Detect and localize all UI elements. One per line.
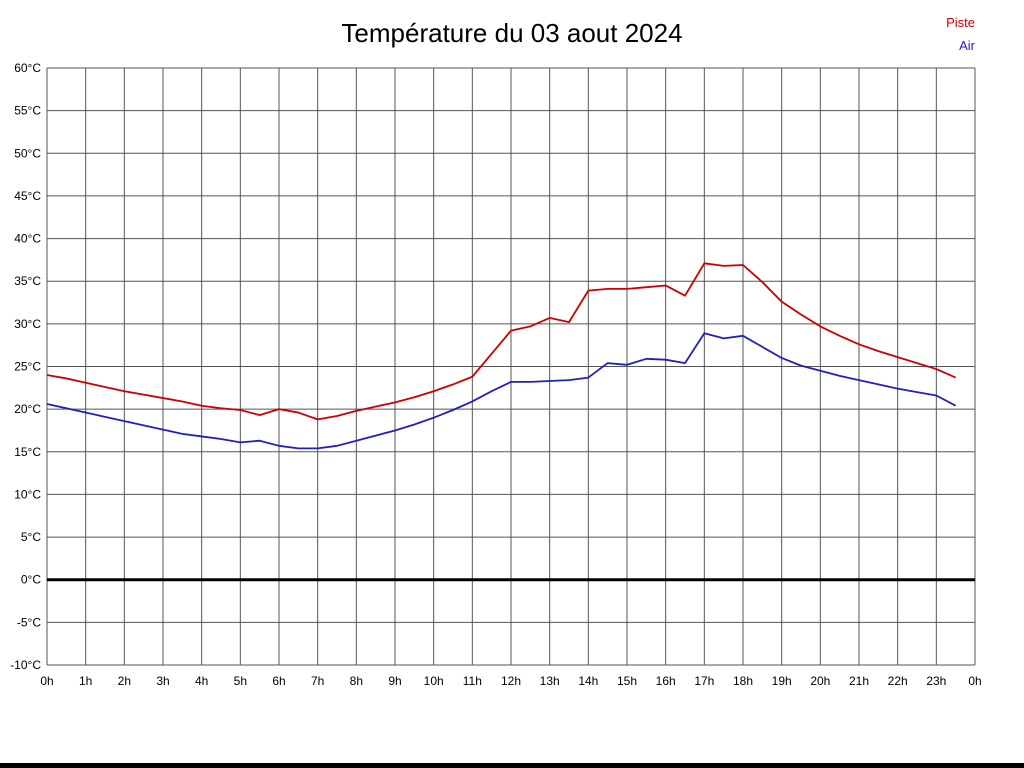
x-axis-tick-label: 1h	[79, 674, 92, 688]
y-axis-tick-label: 25°C	[14, 360, 41, 374]
x-axis-tick-label: 7h	[311, 674, 324, 688]
y-axis-tick-label: 50°C	[14, 146, 41, 160]
series-line-air	[46, 332, 957, 450]
x-axis-tick-label: 19h	[772, 674, 792, 688]
x-axis-tick-label: 12h	[501, 674, 521, 688]
x-axis-tick-label: 17h	[694, 674, 714, 688]
bottom-border-bar	[0, 763, 1024, 768]
y-axis-tick-label: -5°C	[17, 615, 41, 629]
x-axis-tick-label: 16h	[656, 674, 676, 688]
y-axis-tick-label: 10°C	[14, 487, 41, 501]
x-axis-tick-label: 11h	[463, 674, 482, 688]
x-axis-tick-label: 3h	[156, 674, 169, 688]
chart-title: Température du 03 aout 2024	[341, 18, 683, 48]
y-axis-tick-label: 30°C	[14, 317, 41, 331]
x-axis-tick-label: 14h	[578, 674, 598, 688]
y-axis-tick-label: 60°C	[14, 61, 41, 75]
y-axis-tick-label: 0°C	[21, 573, 41, 587]
x-axis-tick-label: 8h	[350, 674, 363, 688]
x-axis-tick-label: 0h	[40, 674, 53, 688]
x-axis-tick-label: 22h	[888, 674, 908, 688]
y-axis-tick-label: 55°C	[14, 104, 41, 118]
x-axis-tick-label: 0h	[968, 674, 981, 688]
x-axis-tick-label: 21h	[849, 674, 869, 688]
x-axis-tick-label: 10h	[424, 674, 444, 688]
y-axis-tick-label: 45°C	[14, 189, 41, 203]
x-axis-tick-label: 5h	[234, 674, 247, 688]
y-axis-tick-label: 15°C	[14, 445, 41, 459]
x-axis-tick-label: 2h	[118, 674, 131, 688]
chart-legend: Piste Air	[946, 11, 975, 57]
x-axis-tick-label: 13h	[540, 674, 560, 688]
y-axis-tick-label: 5°C	[21, 530, 41, 544]
y-axis-tick-label: 20°C	[14, 402, 41, 416]
x-axis-tick-label: 20h	[810, 674, 830, 688]
x-axis-tick-label: 6h	[272, 674, 285, 688]
x-axis-tick-label: 23h	[926, 674, 946, 688]
y-axis-tick-label: -10°C	[10, 658, 41, 672]
x-axis-tick-label: 4h	[195, 674, 208, 688]
x-axis-tick-label: 9h	[388, 674, 401, 688]
legend-item-piste: Piste	[946, 15, 975, 30]
series-line-piste	[46, 262, 957, 421]
y-axis-tick-label: 35°C	[14, 274, 41, 288]
x-axis-tick-label: 18h	[733, 674, 753, 688]
legend-item-air: Air	[959, 38, 975, 53]
y-axis-tick-label: 40°C	[14, 232, 41, 246]
x-axis-tick-label: 15h	[617, 674, 637, 688]
